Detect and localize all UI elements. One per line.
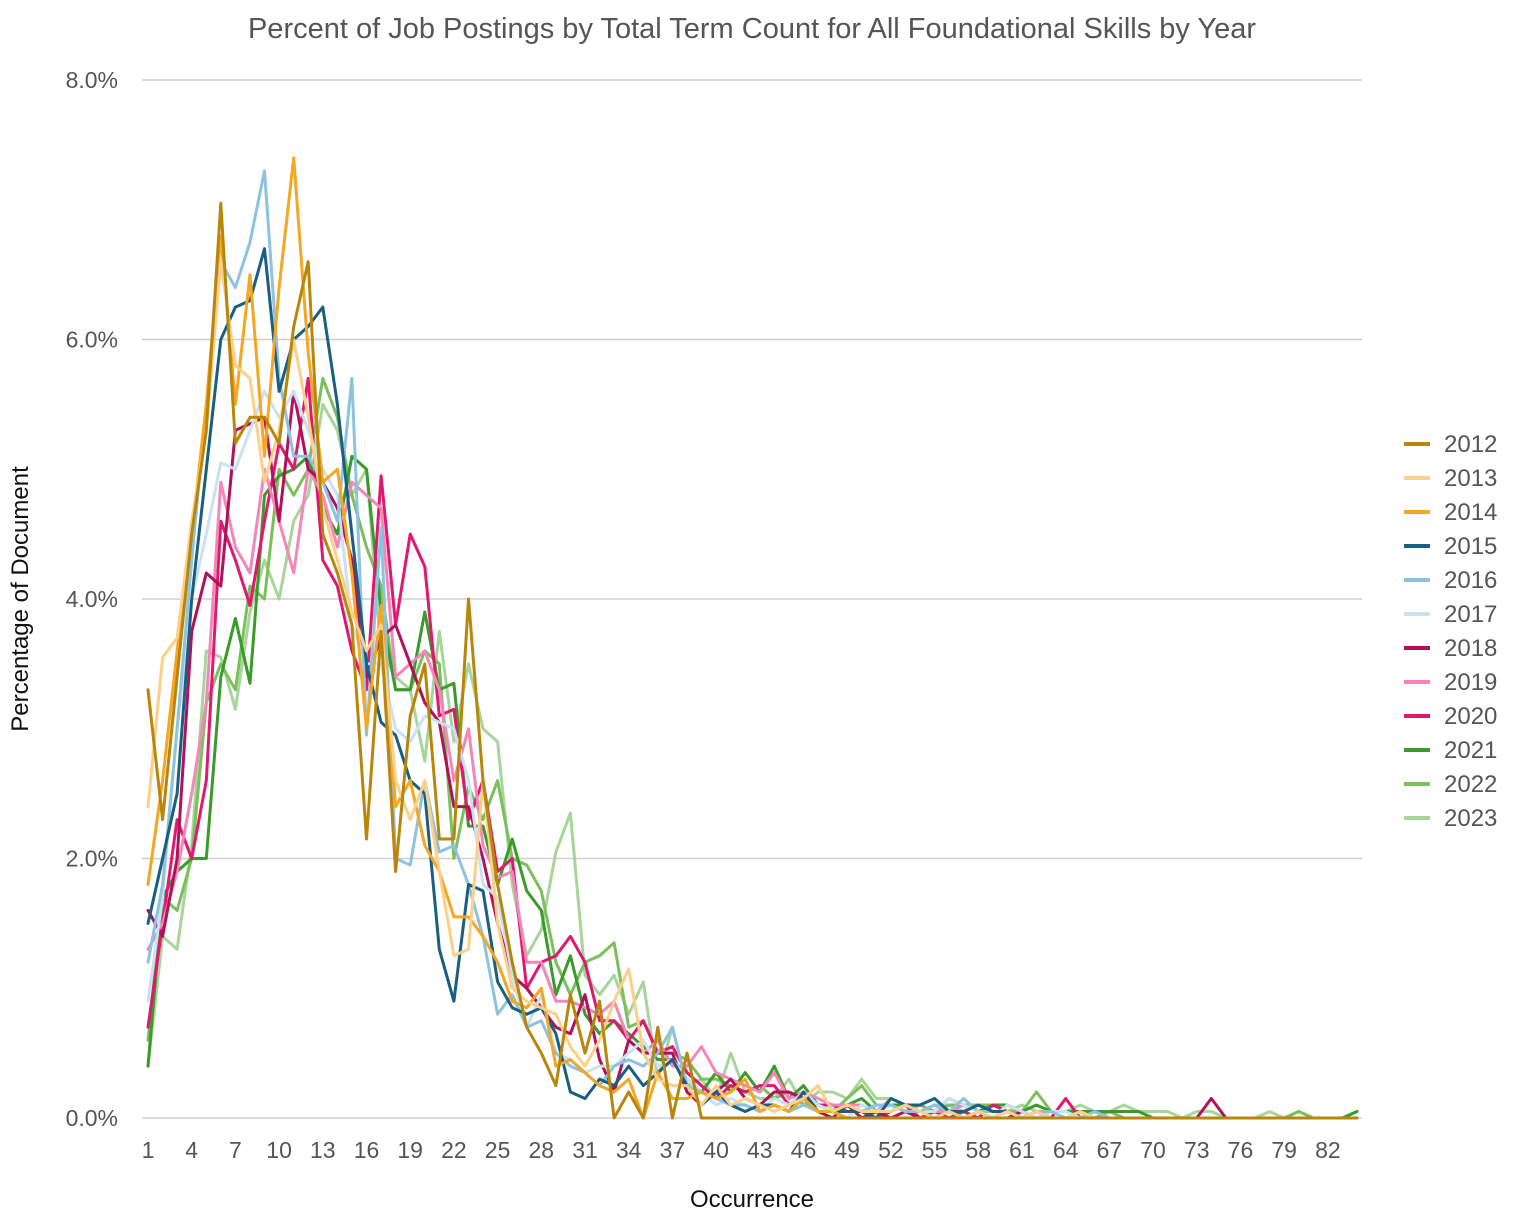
legend-label: 2017 — [1444, 601, 1497, 628]
x-tick-label: 46 — [791, 1137, 817, 1163]
x-tick-label: 58 — [965, 1137, 991, 1163]
gridlines — [142, 79, 1362, 1119]
series-line-2022 — [146, 376, 1359, 1120]
legend-label: 2016 — [1444, 567, 1497, 594]
y-tick-label: 4.0% — [66, 586, 118, 612]
series-line-2023 — [146, 402, 1359, 1120]
x-tick-label: 22 — [441, 1137, 467, 1163]
series-line-2013 — [146, 260, 1359, 1120]
series-line-2014 — [146, 156, 1359, 1120]
x-tick-label: 40 — [703, 1137, 729, 1163]
series-line-2016 — [146, 169, 1359, 1120]
legend-label: 2012 — [1444, 431, 1497, 458]
x-tick-label: 19 — [397, 1137, 423, 1163]
x-tick-label: 10 — [266, 1137, 292, 1163]
series-line-2019 — [146, 467, 1359, 1120]
x-tick-label: 52 — [878, 1137, 904, 1163]
y-tick-label: 0.0% — [66, 1105, 118, 1131]
series-line-2020 — [146, 376, 1359, 1120]
x-tick-label: 76 — [1228, 1137, 1254, 1163]
x-axis-ticks: 1 4 7 10 13 16 19 22 25 28 31 34 37 40 43 46 49 52 55 58 61 6… — [142, 1137, 1341, 1163]
x-tick-label: 67 — [1097, 1137, 1123, 1163]
y-tick-label: 2.0% — [66, 846, 118, 872]
series-line-2012 — [146, 201, 1359, 1120]
y-axis-ticks: 0.0% 2.0% 4.0% 6.0% 8.0% — [66, 67, 118, 1131]
x-tick-label: 16 — [354, 1137, 380, 1163]
x-tick-label: 37 — [660, 1137, 686, 1163]
x-tick-label: 79 — [1271, 1137, 1297, 1163]
legend-label: 2022 — [1444, 771, 1497, 798]
x-tick-label: 1 — [142, 1137, 155, 1163]
legend-label: 2023 — [1444, 805, 1497, 832]
x-tick-label: 61 — [1009, 1137, 1035, 1163]
x-tick-label: 82 — [1315, 1137, 1341, 1163]
legend-label: 2021 — [1444, 737, 1497, 764]
legend-label: 2015 — [1444, 533, 1497, 560]
x-tick-label: 55 — [922, 1137, 948, 1163]
x-tick-label: 31 — [572, 1137, 598, 1163]
chart-title: Percent of Job Postings by Total Term Co… — [248, 13, 1256, 45]
legend: 2012 2013 2014 2015 2016 2017 2018 2019 2020 2021… — [1404, 431, 1497, 832]
legend-label: 2018 — [1444, 635, 1497, 662]
y-tick-label: 6.0% — [66, 327, 118, 353]
x-axis-label: Occurrence — [690, 1186, 814, 1213]
x-tick-label: 43 — [747, 1137, 773, 1163]
series-lines — [146, 156, 1359, 1120]
y-axis-label: Percentage of Document — [7, 466, 34, 732]
x-tick-label: 25 — [485, 1137, 511, 1163]
x-tick-label: 4 — [185, 1137, 198, 1163]
legend-label: 2014 — [1444, 499, 1497, 526]
x-tick-label: 70 — [1140, 1137, 1166, 1163]
y-tick-label: 8.0% — [66, 67, 118, 93]
x-tick-label: 49 — [834, 1137, 860, 1163]
x-tick-label: 7 — [229, 1137, 242, 1163]
series-line-2015 — [146, 247, 1359, 1120]
legend-label: 2013 — [1444, 465, 1497, 492]
legend-label: 2020 — [1444, 703, 1497, 730]
x-tick-label: 13 — [310, 1137, 336, 1163]
x-tick-label: 73 — [1184, 1137, 1210, 1163]
legend-label: 2019 — [1444, 669, 1497, 696]
x-tick-label: 28 — [528, 1137, 554, 1163]
x-tick-label: 64 — [1053, 1137, 1079, 1163]
x-tick-label: 34 — [616, 1137, 642, 1163]
